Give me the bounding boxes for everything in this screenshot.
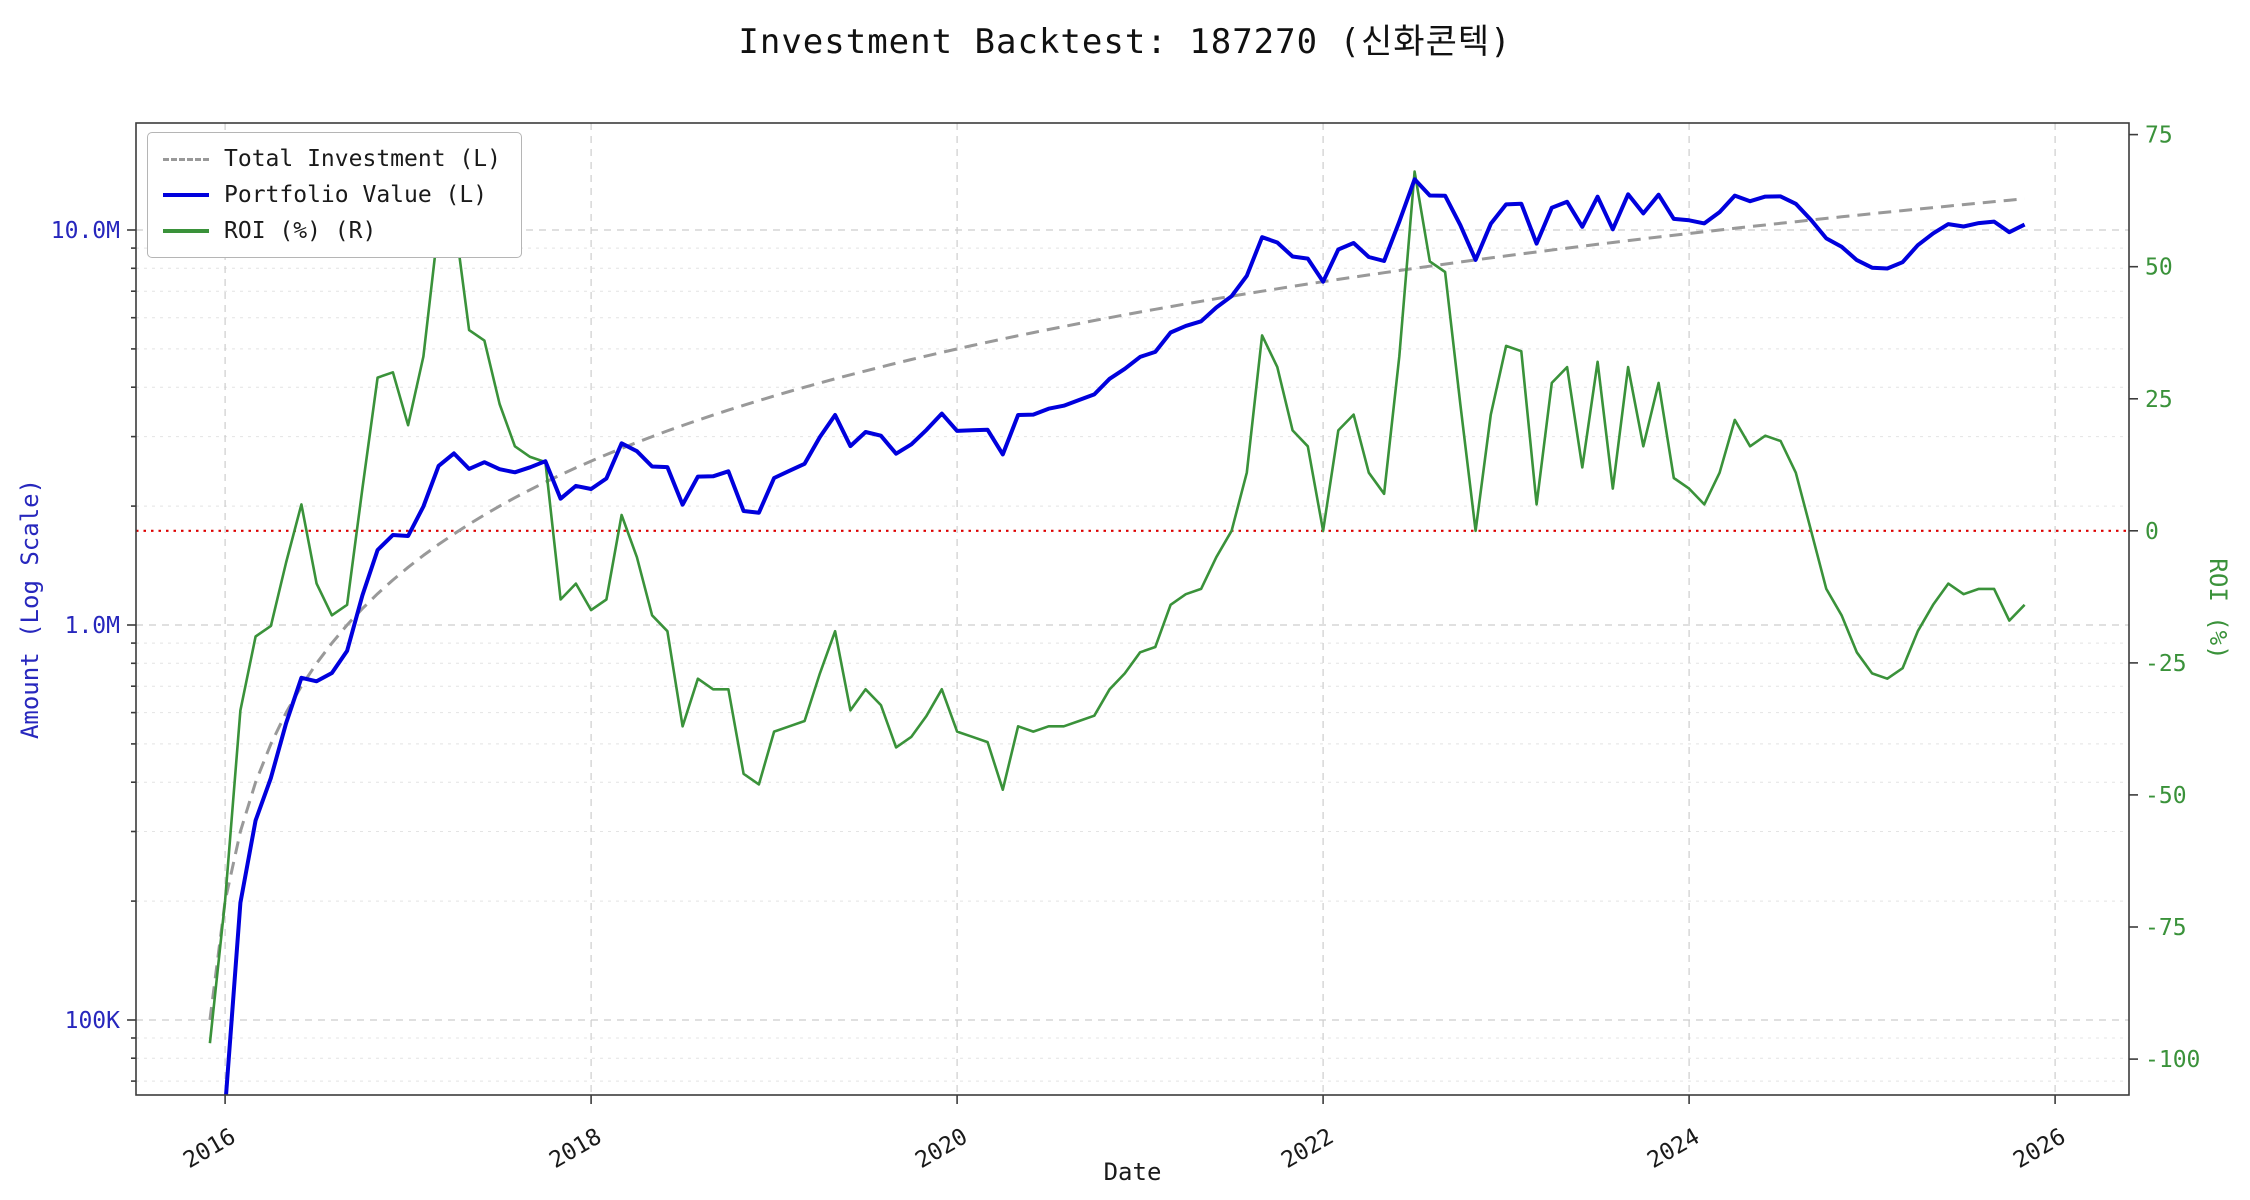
- legend: Total Investment (L) Portfolio Value (L)…: [147, 132, 522, 258]
- total-investment-line: [208, 197, 2025, 1021]
- left-tick-label: 100K: [65, 1008, 121, 1034]
- legend-item-roi: ROI (%) (R): [163, 218, 501, 244]
- right-tick-label: 75: [2145, 123, 2173, 149]
- legend-item-portfolio-value: Portfolio Value (L): [163, 182, 501, 208]
- roi-line: [208, 170, 2026, 1044]
- gridlines: [136, 123, 2129, 1095]
- legend-label: Portfolio Value (L): [224, 182, 488, 208]
- dashed-line-swatch-icon: [163, 157, 209, 161]
- chart-title: Investment Backtest: 187270 (신화콘텍): [738, 22, 1512, 62]
- left-tick-label: 1.0M: [65, 613, 120, 639]
- left-tick-label: 10.0M: [51, 218, 120, 244]
- right-tick-label: -25: [2145, 651, 2187, 677]
- legend-label: Total Investment (L): [224, 146, 501, 172]
- right-tick-label: -75: [2145, 915, 2187, 941]
- right-axis-label: ROI (%): [2204, 558, 2232, 660]
- right-tick-label: 0: [2145, 519, 2159, 545]
- portfolio-value-line: [224, 177, 2026, 1095]
- right-tick-label: 25: [2145, 387, 2173, 413]
- plot-border: [135, 122, 2130, 1096]
- x-axis-label: Date: [1103, 1158, 1162, 1186]
- left-axis-label: Amount (Log Scale): [16, 478, 44, 740]
- solid-line-swatch-icon: [163, 229, 209, 233]
- series-lines: [208, 170, 2026, 1095]
- solid-line-swatch-icon: [163, 193, 209, 197]
- right-tick-label: -50: [2145, 783, 2187, 809]
- right-tick-label: 50: [2145, 255, 2173, 281]
- legend-item-total-investment: Total Investment (L): [163, 146, 501, 172]
- legend-label: ROI (%) (R): [224, 218, 377, 244]
- right-tick-label: -100: [2145, 1047, 2200, 1073]
